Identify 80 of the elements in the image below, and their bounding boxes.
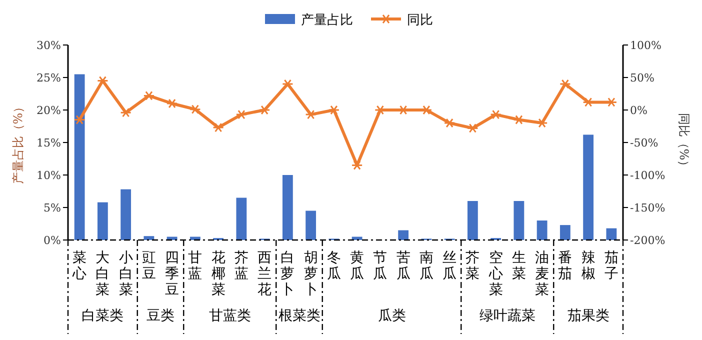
x-tick-label: 空心菜 [488,250,503,298]
bar [236,198,247,240]
x-tick-label: 南瓜 [419,250,434,282]
x-tick-label: 花椰菜 [211,250,226,298]
bar [97,202,108,240]
y2-tick-label: 50% [630,72,654,84]
y2-axis-title: 同比（%） [677,112,691,172]
point [143,90,155,100]
x-tick-label: 白萝卜 [280,250,295,298]
x-tick-label: 菜心 [72,250,87,282]
point [258,105,270,115]
bar [74,74,85,240]
y-tick-label: 5% [44,202,61,214]
x-tick-label: 油麦菜 [535,250,550,298]
text: 茄果类 [567,308,610,324]
x-tick-label: 辣椒 [581,250,596,282]
y-axis-title: 产量占比（%） [11,100,25,184]
x-tick-label: 茄子 [604,250,618,282]
point [490,110,502,120]
point [166,98,178,108]
point [444,118,456,128]
x-tick-label: 大白菜 [96,250,110,298]
bar [282,175,293,240]
point [536,118,548,128]
x-tick-label: 甘蓝 [188,250,202,282]
x-tick-label: 胡萝卜 [304,250,318,298]
x-tick-label: 西兰花 [258,250,272,298]
y2-tick-label: -100% [630,169,666,182]
text: 白菜类 [82,308,124,324]
x-tick-label: 芥菜 [466,250,480,282]
text: 瓜类 [378,308,406,324]
x-tick-label: 节瓜 [373,250,388,282]
point [74,115,86,124]
x-tick-label: 小白菜 [118,250,133,298]
x-tick-label: 四季豆 [165,250,180,298]
x-tick-label: 冬瓜 [326,250,341,282]
y2-tick-label: -200% [630,234,666,247]
y2-tick-label: 100% [630,39,662,52]
point [305,110,317,120]
bar [606,228,617,240]
bar [514,201,524,240]
point [189,104,201,114]
y-tick-label: 20% [36,104,61,117]
x-tick-label: 豇豆 [142,250,156,282]
x-tick-label: 丝瓜 [442,250,457,282]
x-tick-label: 苦瓜 [396,250,410,282]
bar [560,225,570,240]
point [328,105,340,115]
text: 绿叶蔬菜 [479,308,536,324]
point [466,123,478,133]
text: 根菜类 [278,308,320,324]
text: 豆类 [146,308,174,324]
y-tick-label: 10% [36,169,61,182]
bar [398,230,409,240]
x-tick-label: 生菜 [512,250,526,282]
point [212,122,224,132]
x-tick-label: 黄瓜 [350,250,364,282]
point [351,160,363,170]
x-tick-label: 番茄 [558,250,572,282]
y2-tick-label: 0% [630,104,648,117]
bar [144,236,154,240]
text: 甘蓝类 [208,308,251,324]
y-tick-label: 15% [36,136,61,150]
x-tick-label: 芥蓝 [234,250,248,282]
bar [467,201,478,240]
bar [536,220,548,240]
y2-tick-label: -150% [630,202,666,214]
y-tick-label: 25% [36,72,61,84]
point [96,76,108,86]
y-tick-label: 30% [36,39,61,52]
y-tick-label: 0% [44,234,61,247]
y2-tick-label: -50% [630,136,658,150]
bar [583,134,594,240]
bar [306,210,316,240]
legend-label: 产量占比 [301,13,353,28]
point [120,108,132,118]
point [236,110,248,120]
bar [120,189,132,240]
legend-label: 同比 [407,13,433,28]
point [559,79,571,89]
